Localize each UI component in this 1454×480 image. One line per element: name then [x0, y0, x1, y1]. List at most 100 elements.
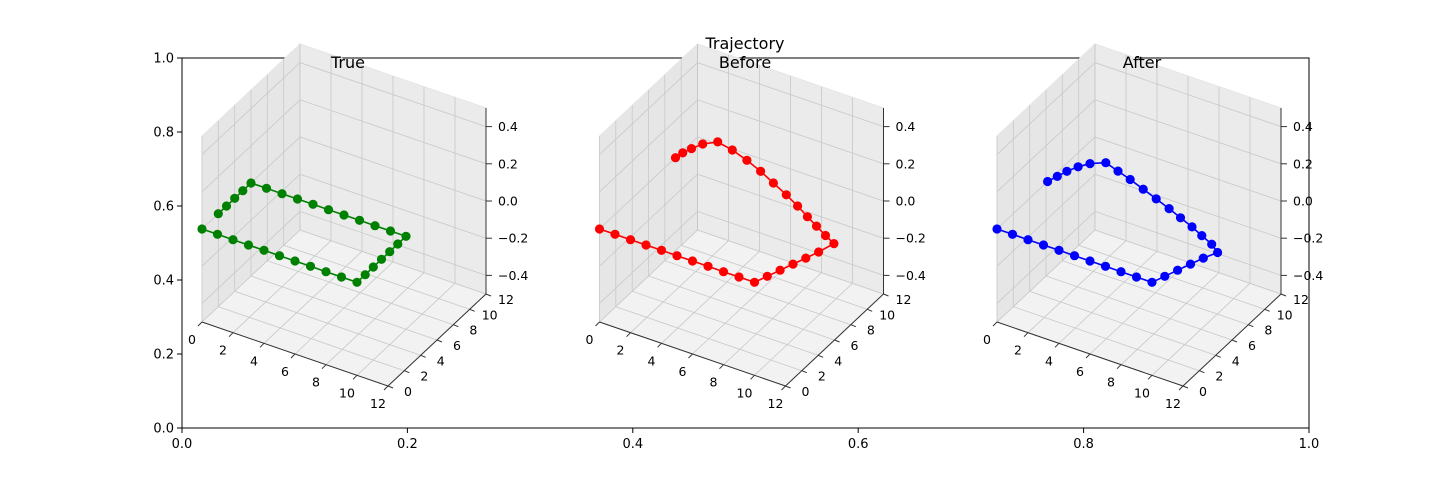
z-tick-label: 0.2 — [498, 156, 518, 171]
trajectory-point — [259, 245, 269, 255]
z-gridline — [996, 99, 1282, 193]
trajectory-point — [1125, 174, 1135, 185]
trajectory-point — [339, 210, 349, 220]
trajectory-point — [670, 153, 681, 163]
x-tick-label: 6 — [281, 364, 289, 379]
z-tick-label: 0.4 — [896, 119, 916, 134]
trajectory-point — [686, 144, 697, 154]
x-tick-label: 6 — [679, 364, 687, 379]
z-gridline — [599, 99, 884, 193]
x-axis-line — [996, 321, 1184, 387]
trajectory-point — [1187, 222, 1197, 232]
trajectory-point — [305, 261, 316, 271]
y-tick — [436, 339, 443, 343]
z-tick-label: 0.4 — [1293, 119, 1313, 134]
trajectory-point — [321, 267, 331, 277]
y-tick — [469, 308, 475, 312]
y-tick-label: 0 — [802, 384, 810, 399]
y-tick-label: 8 — [469, 323, 477, 338]
trajectory-point — [814, 247, 824, 257]
y-tick — [1280, 293, 1287, 297]
y-tick-label: 0 — [404, 384, 412, 399]
trajectory-point — [1069, 251, 1080, 261]
z-gridline — [599, 136, 884, 230]
trajectory-point — [393, 239, 403, 249]
trajectory-point — [368, 262, 378, 272]
x-tick-label: 12 — [1165, 396, 1181, 411]
y-tick — [801, 370, 808, 374]
x-tick-label: 8 — [710, 375, 718, 390]
y-axis-line — [785, 293, 884, 387]
trajectory-point — [243, 240, 254, 250]
y-tick — [850, 324, 857, 328]
trajectory-point — [1038, 240, 1049, 250]
trajectory-point — [360, 270, 370, 280]
trajectory-point — [1173, 265, 1183, 275]
x-axis-line — [599, 321, 786, 387]
trajectory-point — [698, 139, 708, 149]
y-tick-label: 0 — [1199, 384, 1207, 399]
trajectory-point — [641, 240, 651, 250]
x-tick — [1054, 342, 1060, 348]
trajectory-point — [1147, 277, 1157, 287]
panel-title: Before — [719, 53, 771, 72]
trajectory-point — [230, 193, 240, 203]
trajectory-point — [1131, 272, 1142, 282]
trajectory-point — [401, 231, 411, 241]
outer-x-tick-label: 0.8 — [1073, 437, 1094, 452]
y-tick-label: 4 — [437, 353, 445, 368]
x-tick — [595, 321, 600, 327]
y-tick-label: 4 — [1232, 353, 1240, 368]
trajectory-point — [829, 239, 839, 249]
trajectory-point — [1175, 213, 1186, 223]
outer-y-tick-label: 1.0 — [153, 52, 174, 67]
trajectory-point — [703, 261, 713, 271]
y-gridline — [299, 44, 487, 295]
trajectory-point — [1213, 247, 1223, 258]
x-tick — [781, 385, 786, 391]
y-tick-label: 2 — [420, 369, 428, 384]
trajectory-point — [801, 253, 811, 263]
x-tick — [1147, 374, 1153, 380]
trajectory-point — [734, 272, 744, 282]
x-tick — [1023, 332, 1029, 338]
trajectory-point — [354, 215, 365, 225]
y-gridline — [680, 59, 868, 310]
y-tick — [453, 324, 459, 328]
z-gridline — [201, 99, 487, 193]
trajectory-point — [713, 137, 723, 147]
trajectory-point — [768, 178, 779, 188]
trajectory-point — [749, 277, 760, 287]
trajectory-point — [1100, 261, 1111, 271]
x-tick-label: 12 — [370, 396, 386, 411]
y-tick — [883, 293, 889, 297]
outer-y-tick-label: 0.0 — [153, 422, 174, 437]
y-gridline — [697, 44, 884, 295]
x-tick — [626, 332, 631, 338]
z-tick-label: −0.2 — [1293, 231, 1323, 246]
trajectory-point — [197, 224, 207, 234]
trajectory-point — [308, 199, 318, 209]
trajectory-point — [992, 224, 1002, 234]
y-gridline — [266, 74, 454, 326]
x-tick — [197, 321, 203, 327]
z-tick-label: −0.2 — [498, 231, 528, 246]
x-tick-label: 2 — [219, 343, 227, 358]
x-tick — [688, 353, 693, 359]
z-tick-label: 0.4 — [498, 119, 518, 134]
y-axis-line — [387, 293, 487, 387]
x-tick-label: 2 — [1014, 343, 1022, 358]
z-gridline — [996, 136, 1282, 230]
x-tick — [1085, 353, 1091, 359]
y-tick — [1231, 339, 1238, 343]
z-tick-label: −0.4 — [896, 268, 926, 283]
y-tick — [1199, 370, 1205, 374]
trajectory-point — [727, 145, 737, 155]
z-tick-label: 0.2 — [1293, 156, 1313, 171]
x-tick — [383, 385, 389, 391]
trajectory-point — [290, 256, 300, 266]
trajectory-point — [610, 229, 620, 239]
trajectory-point — [625, 235, 636, 245]
x-tick — [1116, 364, 1122, 370]
trajectory-point — [1085, 159, 1095, 169]
